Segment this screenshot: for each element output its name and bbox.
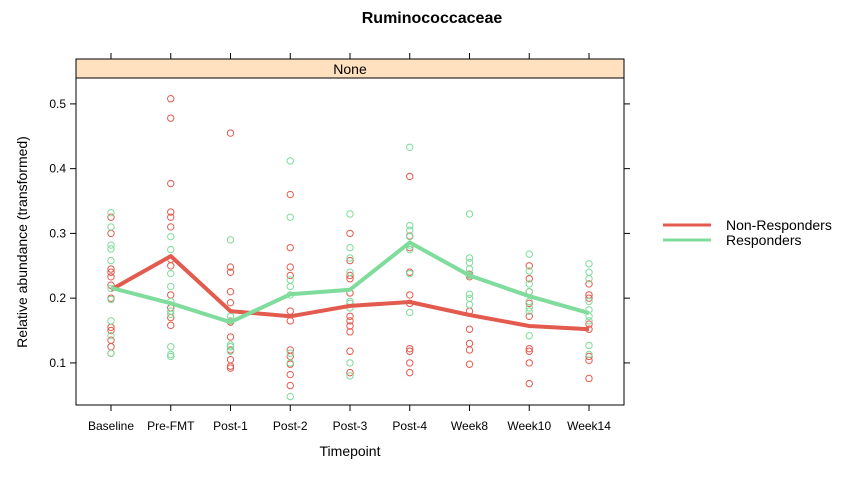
data-point — [466, 211, 472, 217]
data-point — [227, 334, 233, 340]
data-point — [108, 274, 114, 280]
data-point — [168, 292, 174, 298]
data-point — [168, 246, 174, 252]
data-point — [168, 96, 174, 102]
data-point — [287, 371, 293, 377]
data-point — [227, 237, 233, 243]
data-point — [526, 251, 532, 257]
data-point — [168, 344, 174, 350]
data-point — [227, 130, 233, 136]
data-point — [526, 360, 532, 366]
data-point — [347, 244, 353, 250]
data-point — [586, 261, 592, 267]
y-axis-label: Relative abundance (transformed) — [14, 136, 30, 348]
x-tick-label: Post-2 — [273, 419, 308, 433]
data-point — [586, 342, 592, 348]
y-tick-label: 0.5 — [49, 97, 66, 111]
data-point — [108, 318, 114, 324]
data-point — [347, 211, 353, 217]
legend-label: Responders — [726, 232, 802, 248]
legend-label: Non-Responders — [726, 217, 832, 233]
data-point — [407, 309, 413, 315]
data-point — [108, 224, 114, 230]
data-point — [168, 115, 174, 121]
data-point — [466, 347, 472, 353]
data-point — [466, 295, 472, 301]
data-point — [407, 360, 413, 366]
x-tick-label: Post-1 — [213, 419, 248, 433]
data-point — [287, 277, 293, 283]
x-tick-label: Post-3 — [333, 419, 368, 433]
data-point — [466, 326, 472, 332]
data-point — [108, 246, 114, 252]
data-point — [168, 180, 174, 186]
data-point — [347, 360, 353, 366]
data-point — [466, 301, 472, 307]
data-point — [407, 292, 413, 298]
data-point — [347, 348, 353, 354]
data-point — [108, 344, 114, 350]
data-point — [227, 299, 233, 305]
data-point — [407, 369, 413, 375]
x-tick-label: Post-4 — [392, 419, 427, 433]
data-point — [466, 340, 472, 346]
data-point — [168, 322, 174, 328]
data-point — [287, 318, 293, 324]
x-tick-label: Week10 — [507, 419, 551, 433]
data-point — [287, 393, 293, 399]
data-point — [287, 382, 293, 388]
data-point — [287, 191, 293, 197]
data-point — [168, 233, 174, 239]
x-axis-label: Timepoint — [320, 443, 381, 459]
data-point — [108, 350, 114, 356]
chart-title: Ruminococcaceae — [362, 10, 503, 27]
data-point — [526, 380, 532, 386]
data-point — [108, 257, 114, 263]
y-tick-label: 0.4 — [49, 162, 66, 176]
data-point — [407, 173, 413, 179]
data-point — [407, 144, 413, 150]
x-tick-label: Week14 — [567, 419, 611, 433]
x-tick-label: Pre-FMT — [147, 419, 195, 433]
x-tick-label: Baseline — [88, 419, 134, 433]
data-point — [168, 224, 174, 230]
data-point — [287, 283, 293, 289]
plot-area — [76, 78, 624, 405]
y-tick-label: 0.3 — [49, 226, 66, 240]
axes: Baseline Pre-FMT Post-1 Post-2 Post-3 Post-4 W… — [49, 53, 630, 433]
data-points — [108, 96, 592, 400]
data-point — [466, 259, 472, 265]
data-point — [526, 333, 532, 339]
panel-strip-label: None — [333, 61, 367, 77]
data-point — [287, 244, 293, 250]
data-point — [168, 283, 174, 289]
data-point — [466, 361, 472, 367]
data-point — [168, 263, 174, 269]
data-point — [227, 356, 233, 362]
data-point — [287, 158, 293, 164]
data-point — [287, 214, 293, 220]
data-point — [227, 288, 233, 294]
data-point — [168, 270, 174, 276]
y-tick-label: 0.1 — [49, 356, 66, 370]
y-tick-label: 0.2 — [49, 291, 66, 305]
data-point — [108, 209, 114, 215]
data-point — [287, 308, 293, 314]
data-point — [347, 230, 353, 236]
x-tick-label: Week8 — [451, 419, 488, 433]
data-point — [287, 264, 293, 270]
mean-lines — [111, 243, 589, 330]
data-point — [586, 269, 592, 275]
data-point — [586, 375, 592, 381]
data-point — [108, 230, 114, 236]
